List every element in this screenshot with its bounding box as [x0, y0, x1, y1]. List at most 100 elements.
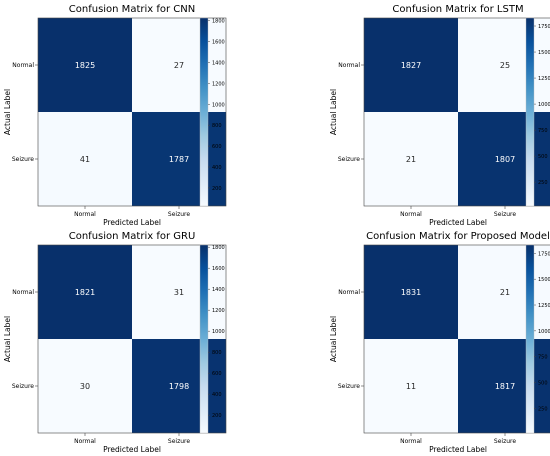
cell-value-label: 30: [80, 382, 90, 391]
colorbar-tick-label: 600: [212, 371, 222, 377]
heatmap-cell: [38, 245, 132, 339]
colorbar-tick-label: 800: [212, 123, 222, 129]
colorbar-tick-label: 1200: [212, 308, 225, 314]
colorbar: [525, 17, 535, 207]
cell-value-label: 25: [500, 61, 510, 70]
colorbar-tick-label: 600: [212, 144, 222, 150]
heatmap-cell: [364, 339, 458, 433]
heatmap-cell: [364, 112, 458, 206]
colorbar-tick-label: 400: [212, 165, 222, 171]
cell-value-label: 21: [500, 288, 510, 297]
colorbar-tick-label: 1250: [538, 76, 550, 82]
cell-value-label: 1825: [75, 61, 95, 70]
y-tick-label: Seizure: [12, 383, 34, 390]
y-axis-label: Actual Label: [329, 89, 338, 135]
heatmap-cell: [458, 112, 550, 206]
x-tick-label: Normal: [74, 438, 96, 445]
colorbar-tick-label: 1000: [212, 329, 225, 335]
x-tick-label: Seizure: [494, 211, 516, 218]
y-tick-label: Normal: [12, 62, 34, 69]
x-tick-label: Seizure: [168, 211, 190, 218]
cell-value-label: 1827: [401, 61, 421, 70]
y-tick-label: Normal: [338, 289, 360, 296]
cell-value-label: 1817: [495, 382, 515, 391]
colorbar-tick-label: 1250: [538, 303, 550, 309]
cell-value-label: 1807: [495, 155, 515, 164]
y-tick-label: Seizure: [12, 156, 34, 163]
colorbar: [199, 17, 209, 207]
cell-value-label: 1831: [401, 288, 421, 297]
colorbar-tick-label: 1750: [538, 24, 550, 30]
x-tick-label: Normal: [400, 438, 422, 445]
heatmap-cell: [132, 245, 226, 339]
colorbar-tick-label: 1600: [212, 40, 225, 46]
heatmap-cell: [364, 245, 458, 339]
colorbar-tick-label: 750: [538, 128, 548, 134]
colorbar-tick-label: 1500: [538, 277, 550, 283]
y-axis-label: Actual Label: [3, 316, 12, 362]
colorbar-tick-label: 1400: [212, 60, 225, 66]
plot-frame: [37, 244, 227, 434]
colorbar: [525, 244, 535, 434]
y-tick-label: Seizure: [338, 156, 360, 163]
colorbar-tick-label: 500: [538, 154, 548, 160]
x-axis-label: Predicted Label: [103, 445, 161, 454]
heatmap-cell: [458, 339, 550, 433]
colorbar-tick-label: 1000: [538, 102, 550, 108]
heatmap-cell: [38, 112, 132, 206]
colorbar-tick-label: 1500: [538, 50, 550, 56]
colorbar-tick-label: 1000: [212, 102, 225, 108]
plot-frame: [363, 244, 550, 434]
colorbar-tick-label: 1400: [212, 287, 225, 293]
heatmap-cell: [458, 245, 550, 339]
colorbar-tick-label: 1600: [212, 266, 225, 272]
colorbar-tick-label: 400: [212, 392, 222, 398]
y-tick-label: Normal: [338, 62, 360, 69]
colorbar-tick-label: 1800: [212, 245, 225, 251]
y-axis-label: Actual Label: [3, 89, 12, 135]
colorbar-tick-label: 1200: [212, 81, 225, 87]
heatmap-cell: [38, 18, 132, 112]
colorbar-tick-label: 1750: [538, 251, 550, 257]
x-axis-label: Predicted Label: [429, 445, 487, 454]
colorbar-tick-label: 800: [212, 350, 222, 356]
heatmap-cell: [132, 112, 226, 206]
colorbar-tick-label: 500: [538, 380, 548, 386]
x-tick-label: Normal: [400, 211, 422, 218]
plot-frame: [37, 17, 227, 207]
x-tick-label: Seizure: [494, 438, 516, 445]
colorbar-tick-label: 1800: [212, 19, 225, 25]
heatmap-cell: [458, 18, 550, 112]
y-axis-label: Actual Label: [329, 316, 338, 362]
heatmap-cell: [364, 18, 458, 112]
cell-value-label: 41: [80, 155, 90, 164]
heatmap-cell: [132, 18, 226, 112]
x-axis-label: Predicted Label: [429, 218, 487, 227]
colorbar-tick-label: 200: [212, 413, 222, 419]
cell-value-label: 31: [174, 288, 184, 297]
heatmap-cell: [38, 339, 132, 433]
colorbar-tick-label: 250: [538, 406, 548, 412]
colorbar: [199, 244, 209, 434]
y-tick-label: Normal: [12, 289, 34, 296]
cell-value-label: 1821: [75, 288, 95, 297]
chart-title: Confusion Matrix for LSTM: [392, 4, 523, 15]
colorbar-tick-label: 750: [538, 355, 548, 361]
x-tick-label: Normal: [74, 211, 96, 218]
colorbar-tick-label: 250: [538, 180, 548, 186]
x-tick-label: Seizure: [168, 438, 190, 445]
cell-value-label: 27: [174, 61, 184, 70]
plot-frame: [363, 17, 550, 207]
colorbar-tick-label: 200: [212, 186, 222, 192]
x-axis-label: Predicted Label: [103, 218, 161, 227]
chart-title: Confusion Matrix for Proposed Model: [366, 231, 550, 242]
chart-title: Confusion Matrix for CNN: [69, 4, 195, 15]
cell-value-label: 1787: [169, 155, 189, 164]
y-tick-label: Seizure: [338, 383, 360, 390]
cell-value-label: 21: [406, 155, 416, 164]
chart-title: Confusion Matrix for GRU: [69, 231, 196, 242]
cell-value-label: 11: [406, 382, 416, 391]
colorbar-tick-label: 1000: [538, 329, 550, 335]
heatmap-cell: [132, 339, 226, 433]
